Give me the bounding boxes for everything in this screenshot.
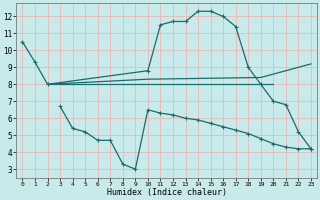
X-axis label: Humidex (Indice chaleur): Humidex (Indice chaleur) — [107, 188, 227, 197]
